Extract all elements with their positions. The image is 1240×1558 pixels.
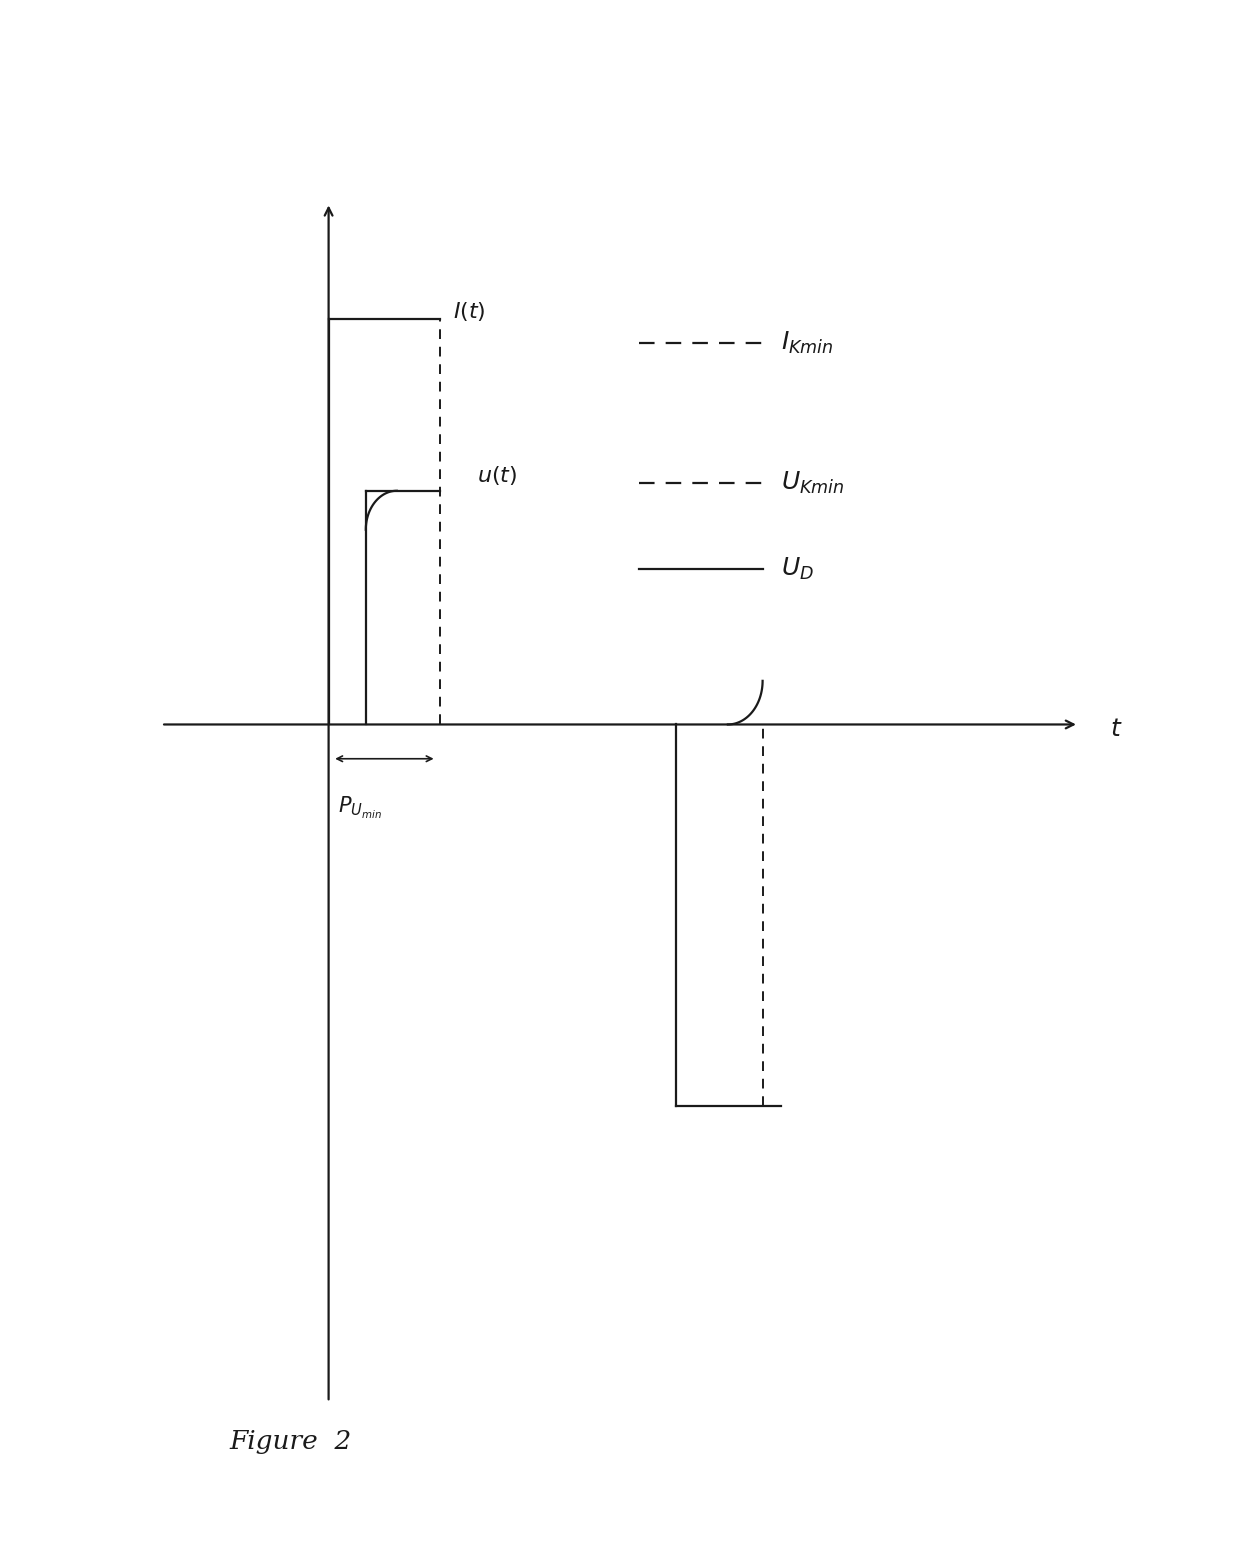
Text: Figure  2: Figure 2 [229,1429,352,1454]
Text: $I_{Kmin}$: $I_{Kmin}$ [781,330,833,355]
Text: $U_{D}$: $U_{D}$ [781,556,815,581]
Text: $I(t)$: $I(t)$ [453,301,485,323]
Text: $u(t)$: $u(t)$ [477,464,517,486]
Text: $U_{Kmin}$: $U_{Kmin}$ [781,471,844,495]
Text: $t$: $t$ [1110,718,1122,740]
Text: $P_{U_{min}}$: $P_{U_{min}}$ [337,795,382,821]
